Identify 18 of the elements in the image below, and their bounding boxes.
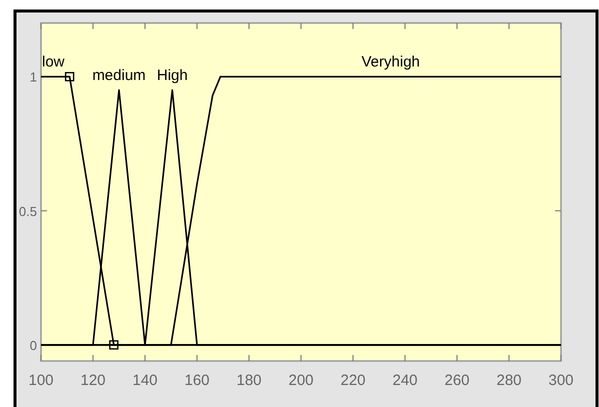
x-tick-label: 200: [288, 372, 314, 389]
x-tick-label: 220: [340, 372, 366, 389]
x-tick-label: 120: [80, 372, 106, 389]
y-tick-label: 1: [30, 70, 37, 85]
x-tick-label: 300: [548, 372, 574, 389]
x-tick-label: 160: [184, 372, 210, 389]
series-label: medium: [92, 67, 146, 84]
y-tick-label: 0: [30, 338, 37, 353]
x-tick-label: 240: [392, 372, 418, 389]
series-label: Veryhigh: [362, 54, 420, 71]
series-label: High: [156, 67, 188, 84]
x-tick-label: 140: [132, 372, 158, 389]
x-tick-label: 260: [444, 372, 470, 389]
y-tick-label: 0.5: [18, 204, 37, 219]
x-tick-label: 100: [28, 372, 54, 389]
x-tick-label: 180: [236, 372, 262, 389]
series-label: low: [42, 54, 65, 71]
x-tick-label: 280: [496, 372, 522, 389]
